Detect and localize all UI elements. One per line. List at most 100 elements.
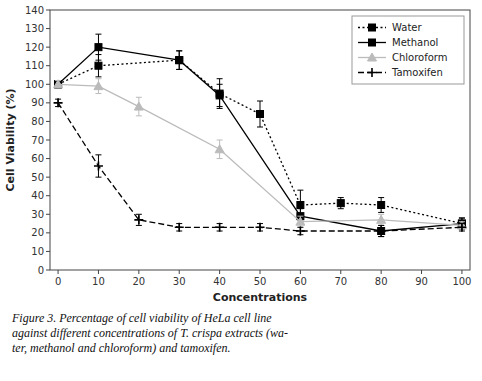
x-axis-label: Concentrations [213,291,308,304]
caption-line: ter, methanol and chloroform) and tamoxi… [12,341,231,355]
x-tick [300,270,301,274]
x-tick-label: 30 [173,276,186,287]
y-tick-label: 0 [38,265,44,276]
y-tick-label: 60 [31,153,44,164]
y-tick-label: 100 [25,79,44,90]
x-tick [58,270,59,274]
legend-marker [369,24,376,31]
data-point [55,81,62,88]
y-tick-label: 110 [25,60,44,71]
y-tick [46,214,50,215]
data-point [95,62,102,69]
data-point [296,227,305,236]
data-point [215,223,224,232]
y-tick-label: 120 [25,42,44,53]
x-tick-label: 10 [92,276,105,287]
error-bar [95,34,101,60]
data-point [297,202,304,209]
caption: Figure 3. Percentage of cell viability o… [11,311,288,355]
data-point [175,223,184,232]
x-tick-label: 70 [334,276,347,287]
data-point [176,57,183,64]
series-line [58,47,462,231]
x-tick-label: 50 [254,276,267,287]
caption-line: against different concentrations of T. c… [12,326,288,340]
error-bar [257,101,263,127]
x-tick-label: 20 [132,276,145,287]
error-bar [378,198,384,213]
y-tick [46,270,50,271]
plot-frame [50,10,470,270]
data-point [134,215,143,224]
x-tick-label: 90 [415,276,428,287]
x-tick [260,270,261,274]
y-tick [46,177,50,178]
y-tick-label: 70 [31,135,44,146]
error-bar [176,51,182,70]
data-point [215,145,224,153]
error-bar [297,190,303,220]
x-tick [138,270,139,274]
x-tick [98,270,99,274]
data-point [377,215,386,223]
y-tick [46,140,50,141]
y-tick-label: 140 [25,5,44,16]
legend-marker [368,53,377,61]
y-tick [46,195,50,196]
data-point [377,227,386,236]
data-point [54,80,63,88]
x-tick-label: 60 [294,276,307,287]
x-tick-label: 80 [375,276,388,287]
y-tick-label: 80 [31,116,44,127]
x-tick [421,270,422,274]
y-tick [46,102,50,103]
x-tick-label: 0 [55,276,61,287]
data-point [94,162,103,171]
data-point [257,111,264,118]
y-tick-label: 10 [31,246,44,257]
x-tick [340,270,341,274]
y-axis-label: Cell Viability (%) [4,89,17,192]
y-tick [46,28,50,29]
series-line [58,60,462,223]
x-tick [179,270,180,274]
error-bar [217,84,223,106]
series-line [58,103,462,231]
y-tick-label: 90 [31,97,44,108]
legend-label: Chloroform [392,52,448,63]
legend-label: Tamoxifen [391,67,443,78]
error-bar [338,198,344,209]
caption-line: Figure 3. Percentage of cell viability o… [11,311,272,325]
data-point [378,228,385,235]
legend-label: Water [392,22,422,33]
legend: WaterMethanolChloroformTamoxifen [352,16,464,84]
y-tick-label: 50 [31,172,44,183]
data-point [296,217,305,225]
y-tick-label: 30 [31,209,44,220]
y-tick [46,251,50,252]
data-point [337,200,344,207]
y-tick-label: 40 [31,190,44,201]
data-point [55,81,62,88]
y-tick-label: 20 [31,227,44,238]
data-point [54,98,63,107]
legend-marker [368,68,377,77]
y-tick [46,232,50,233]
x-tick [461,270,462,274]
data-point [134,102,143,110]
data-point [176,57,183,64]
x-tick [381,270,382,274]
chart: 0 10 20 30 40 50 60 70 80 90 100 0 10 20 30 40 50 60 70 80 9… [0,0,482,381]
y-tick [46,121,50,122]
x-tick-label: 40 [213,276,226,287]
error-bar [176,51,182,70]
error-bar [217,79,223,109]
data-point [95,44,102,51]
y-tick [46,158,50,159]
data-point [216,92,223,99]
y-tick-label: 130 [25,23,44,34]
y-tick [46,10,50,11]
x-tick [219,270,220,274]
data-point [94,82,103,90]
x-tick-label: 100 [452,276,471,287]
